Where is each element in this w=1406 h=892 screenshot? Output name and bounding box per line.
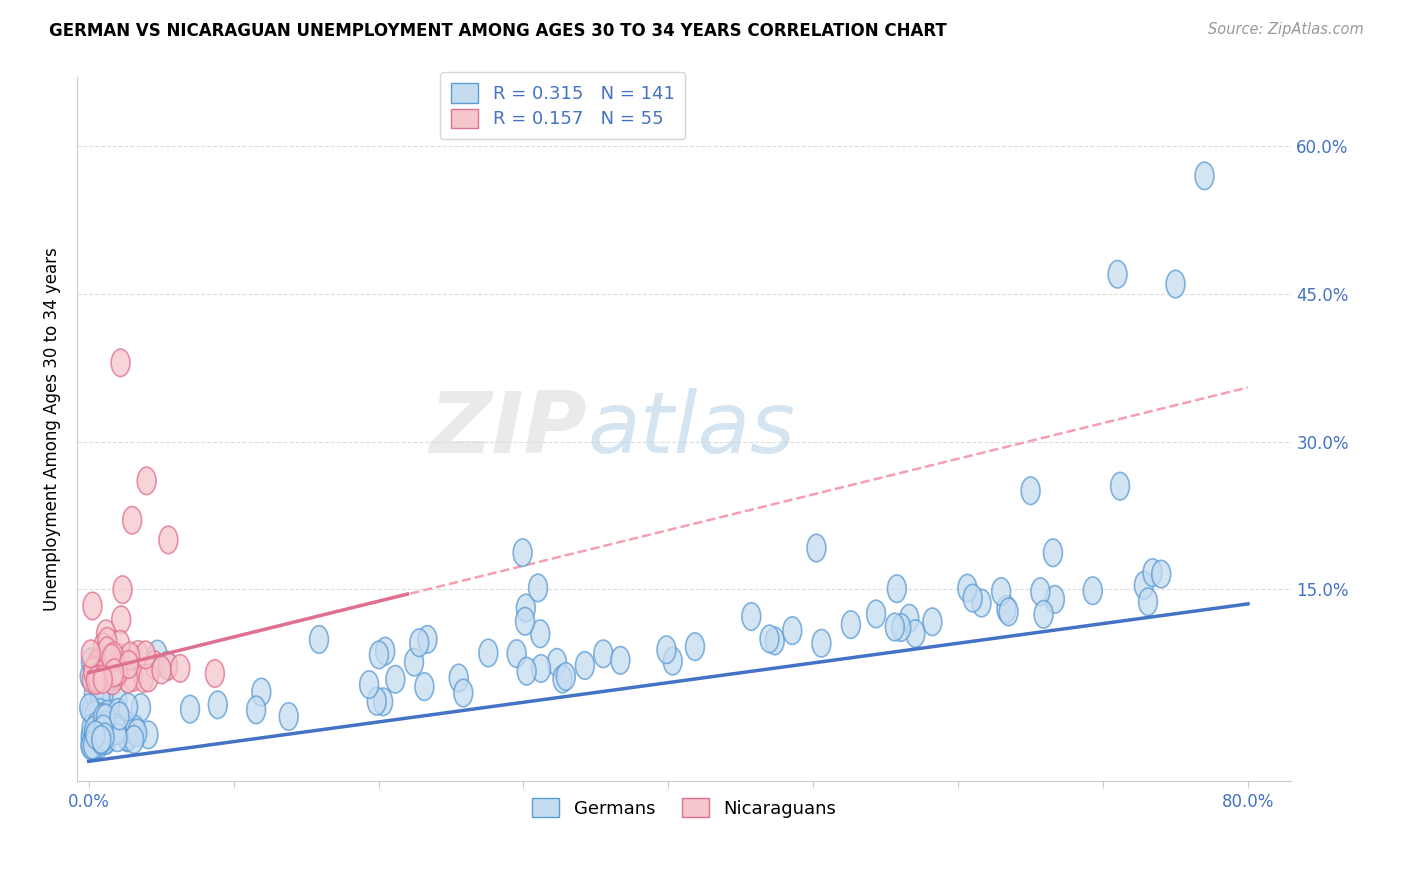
Text: atlas: atlas — [588, 388, 796, 471]
Text: ZIP: ZIP — [429, 388, 588, 471]
Text: GERMAN VS NICARAGUAN UNEMPLOYMENT AMONG AGES 30 TO 34 YEARS CORRELATION CHART: GERMAN VS NICARAGUAN UNEMPLOYMENT AMONG … — [49, 22, 948, 40]
Text: Source: ZipAtlas.com: Source: ZipAtlas.com — [1208, 22, 1364, 37]
Legend: Germans, Nicaraguans: Germans, Nicaraguans — [524, 790, 844, 825]
Y-axis label: Unemployment Among Ages 30 to 34 years: Unemployment Among Ages 30 to 34 years — [44, 247, 60, 611]
